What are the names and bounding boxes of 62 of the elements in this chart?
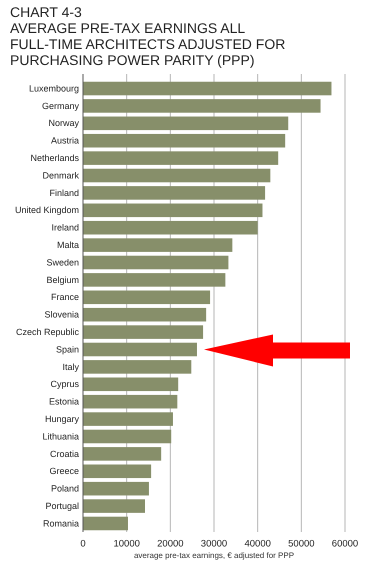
- bar: [83, 238, 232, 252]
- bar: [83, 482, 149, 496]
- bar: [83, 99, 321, 113]
- y-tick-label: Germany: [42, 100, 80, 111]
- x-tick-label: 20000: [157, 538, 184, 550]
- y-tick-label: Spain: [56, 344, 79, 354]
- x-tick-label: 40000: [244, 538, 271, 550]
- y-tick-label: Finland: [49, 188, 79, 198]
- y-tick-label: Estonia: [48, 396, 79, 407]
- y-tick-label: Hungary: [44, 414, 80, 424]
- bar: [83, 378, 178, 392]
- y-tick-label: Italy: [62, 362, 80, 372]
- bar: [83, 82, 332, 96]
- y-tick-label: Slovenia: [44, 310, 79, 320]
- bar: [83, 204, 262, 218]
- y-tick-label: Netherlands: [30, 152, 80, 163]
- bar: [83, 273, 226, 287]
- chart-subtitle: AVERAGE PRE-TAX EARNINGS ALL FULL-TIME ARCHITECTS ADJUSTED FOR PURCHASING POWER PARITY (PPP): [10, 20, 286, 68]
- x-tick-label: 10000: [113, 538, 140, 550]
- x-tick-label: 0: [80, 538, 86, 550]
- bar: [83, 290, 210, 304]
- y-tick-label: Portugal: [45, 500, 79, 511]
- y-tick-label: Belgium: [46, 274, 79, 285]
- y-tick-label: Cyprus: [50, 379, 80, 390]
- bar: [83, 256, 228, 270]
- bar: [83, 342, 197, 356]
- bar: [83, 116, 288, 130]
- bar: [83, 360, 192, 374]
- y-tick-label: Malta: [56, 240, 79, 250]
- bar: [83, 412, 173, 426]
- y-tick-label: Sweden: [46, 257, 79, 268]
- y-tick-label: Greece: [49, 466, 79, 476]
- y-tick-label: Norway: [48, 118, 80, 128]
- bar: [83, 220, 258, 234]
- x-tick-label: 60000: [332, 538, 358, 550]
- y-tick-label: Luxembourg: [28, 83, 79, 94]
- x-tick-label: 30000: [200, 538, 228, 550]
- y-tick-label: Croatia: [50, 448, 79, 459]
- bar: [83, 516, 128, 530]
- y-tick-label: Austria: [50, 136, 79, 146]
- y-tick-label: Ireland: [51, 222, 79, 233]
- y-tick-label: Denmark: [42, 170, 80, 180]
- bar: [83, 394, 178, 408]
- y-tick-label: France: [50, 292, 79, 302]
- bar: [83, 430, 172, 444]
- bar: [83, 308, 206, 322]
- y-tick-label: Lithuania: [42, 431, 79, 442]
- y-tick-label: United Kingdom: [14, 205, 79, 216]
- bar: [83, 447, 162, 461]
- bar: [83, 499, 146, 513]
- bar: [83, 168, 270, 182]
- y-tick-label: Poland: [50, 484, 79, 494]
- y-tick-label: Czech Republic: [16, 326, 80, 337]
- bar: [83, 134, 286, 148]
- bar: [83, 464, 152, 478]
- bar: [83, 325, 204, 339]
- x-tick-label: 50000: [288, 538, 315, 550]
- bar: [83, 151, 278, 165]
- y-tick-label: Romania: [42, 518, 79, 528]
- x-axis-title: average pre-tax earnings, € adjusted for PPP: [134, 551, 294, 560]
- bar: [83, 186, 266, 200]
- chart-title: CHART 4-3: [10, 4, 82, 20]
